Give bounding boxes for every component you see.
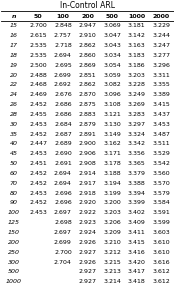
Title: In-Control ARL: In-Control ARL [60,1,115,10]
